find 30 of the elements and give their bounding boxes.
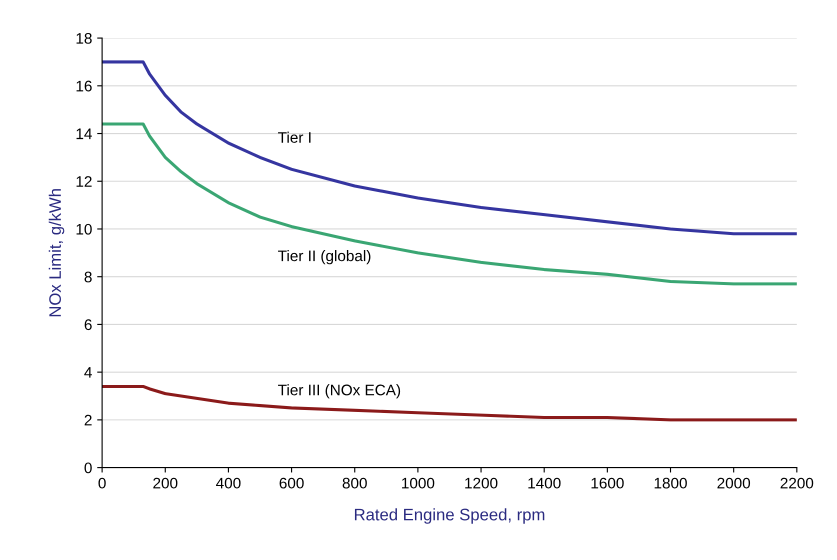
y-tick-label: 0 <box>84 462 92 474</box>
y-tick-label: 18 <box>76 32 92 44</box>
line-series <box>102 60 797 236</box>
x-tick-label: 1800 <box>654 478 687 489</box>
x-axis-title: Rated Engine Speed, rpm <box>354 508 544 524</box>
x-tick-label: 200 <box>153 478 178 489</box>
y-tick-label: 10 <box>76 224 92 235</box>
x-tick-label: 800 <box>342 478 367 489</box>
y-axis-title: NOx Limit, g/kWh <box>48 189 64 316</box>
x-tick-label: 1000 <box>402 478 434 489</box>
x-tick-label: 1400 <box>528 478 561 489</box>
series-label: Tier II (global) <box>278 250 370 264</box>
x-tick-label: 1600 <box>592 478 624 489</box>
x-tick-label: 600 <box>280 478 304 489</box>
x-tick-label: 1200 <box>465 478 498 489</box>
y-tick-label: 2 <box>84 414 92 426</box>
y-tick-label: 14 <box>76 128 92 140</box>
series-label: Tier III (NOx ECA) <box>278 384 400 398</box>
y-tick-label: 6 <box>84 319 92 330</box>
line-series <box>102 122 797 286</box>
x-tick-label: 400 <box>216 478 241 489</box>
y-tick-label: 12 <box>76 176 92 187</box>
x-tick-label: 2000 <box>717 478 750 489</box>
series-label: Tier I <box>278 132 311 143</box>
x-tick-label: 0 <box>98 478 106 489</box>
line-series <box>102 384 797 422</box>
y-tick-label: 8 <box>84 272 92 282</box>
y-tick-label: 4 <box>84 367 92 378</box>
y-tick-label: 16 <box>76 80 92 92</box>
x-tick-label: 2200 <box>780 478 814 489</box>
